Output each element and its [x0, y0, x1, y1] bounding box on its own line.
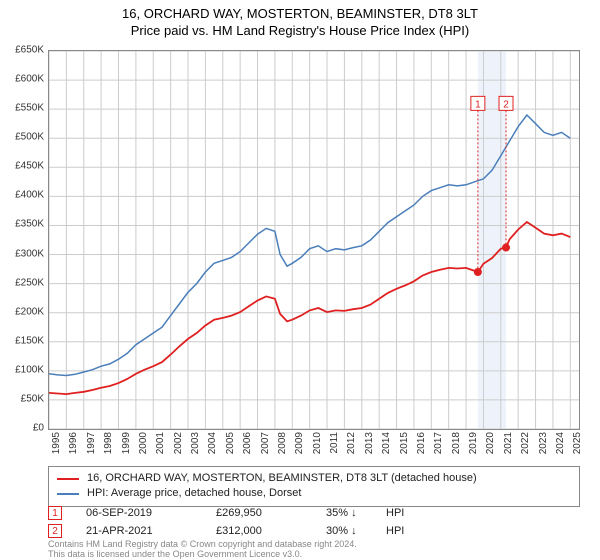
x-tick-label: 2011: [329, 432, 340, 454]
x-tick-label: 1995: [51, 432, 62, 454]
x-tick-label: 2024: [555, 432, 566, 454]
y-tick-label: £400K: [4, 190, 44, 201]
sale-date-2: 21-APR-2021: [86, 525, 216, 537]
x-tick-label: 2020: [485, 432, 496, 454]
legend-label-property: 16, ORCHARD WAY, MOSTERTON, BEAMINSTER, …: [87, 471, 477, 486]
sale-pct-1: 35%: [326, 507, 348, 519]
y-tick-label: £350K: [4, 219, 44, 230]
footer-line2: This data is licensed under the Open Gov…: [48, 550, 357, 560]
sale-price-2: £312,000: [216, 525, 326, 537]
x-tick-label: 2009: [294, 432, 305, 454]
legend-label-hpi: HPI: Average price, detached house, Dors…: [87, 486, 301, 501]
y-tick-label: £150K: [4, 335, 44, 346]
x-tick-label: 2025: [572, 432, 583, 454]
x-tick-label: 2013: [364, 432, 375, 454]
x-tick-label: 2022: [520, 432, 531, 454]
legend-row-property: 16, ORCHARD WAY, MOSTERTON, BEAMINSTER, …: [57, 471, 571, 486]
x-tick-label: 2014: [381, 432, 392, 454]
svg-text:2: 2: [503, 99, 509, 110]
sale-arrow-1-icon: ↓: [351, 507, 357, 519]
x-tick-label: 2000: [138, 432, 149, 454]
sale-arrow-2-icon: ↓: [351, 525, 357, 537]
title-line1: 16, ORCHARD WAY, MOSTERTON, BEAMINSTER, …: [0, 6, 600, 23]
x-tick-label: 2004: [207, 432, 218, 454]
x-tick-label: 2023: [538, 432, 549, 454]
x-tick-label: 2001: [155, 432, 166, 454]
x-tick-label: 2006: [242, 432, 253, 454]
sale-price-1: £269,950: [216, 507, 326, 519]
x-tick-label: 1999: [121, 432, 132, 454]
x-tick-label: 2002: [173, 432, 184, 454]
x-tick-label: 2017: [433, 432, 444, 454]
footer-note: Contains HM Land Registry data © Crown c…: [48, 540, 357, 560]
y-tick-label: £100K: [4, 364, 44, 375]
title-block: 16, ORCHARD WAY, MOSTERTON, BEAMINSTER, …: [0, 0, 600, 40]
y-tick-label: £500K: [4, 132, 44, 143]
y-tick-label: £300K: [4, 248, 44, 259]
sale-marker-1: 1: [48, 506, 62, 520]
chart-svg: 12: [49, 51, 579, 429]
x-tick-label: 2021: [503, 432, 514, 454]
legend-swatch-hpi: [57, 493, 79, 495]
legend-row-hpi: HPI: Average price, detached house, Dors…: [57, 486, 571, 501]
y-tick-label: £450K: [4, 161, 44, 172]
x-tick-label: 2016: [416, 432, 427, 454]
y-tick-label: £200K: [4, 306, 44, 317]
y-tick-label: £550K: [4, 103, 44, 114]
svg-text:1: 1: [475, 99, 481, 110]
title-line2: Price paid vs. HM Land Registry's House …: [0, 23, 600, 40]
sale-pct-2: 30%: [326, 525, 348, 537]
x-tick-label: 1996: [68, 432, 79, 454]
sales-table: 1 06-SEP-2019 £269,950 35% ↓ HPI 2 21-AP…: [48, 504, 446, 540]
x-tick-label: 2008: [277, 432, 288, 454]
y-tick-label: £50K: [4, 393, 44, 404]
sale-marker-2: 2: [48, 524, 62, 538]
sale-hpi-2: HPI: [386, 525, 446, 537]
x-tick-label: 2005: [225, 432, 236, 454]
legend-swatch-property: [57, 478, 79, 480]
sale-hpi-1: HPI: [386, 507, 446, 519]
x-tick-label: 1998: [103, 432, 114, 454]
chart-plot-area: 12: [48, 50, 580, 430]
x-tick-label: 2003: [190, 432, 201, 454]
x-tick-label: 2012: [346, 432, 357, 454]
sales-row-1: 1 06-SEP-2019 £269,950 35% ↓ HPI: [48, 504, 446, 522]
x-tick-label: 2015: [399, 432, 410, 454]
x-tick-label: 2019: [468, 432, 479, 454]
y-tick-label: £0: [4, 423, 44, 434]
legend: 16, ORCHARD WAY, MOSTERTON, BEAMINSTER, …: [48, 466, 580, 507]
x-tick-label: 2010: [312, 432, 323, 454]
y-tick-label: £650K: [4, 45, 44, 56]
y-tick-label: £600K: [4, 74, 44, 85]
x-tick-label: 2018: [451, 432, 462, 454]
x-tick-label: 2007: [260, 432, 271, 454]
y-tick-label: £250K: [4, 277, 44, 288]
chart-container: 16, ORCHARD WAY, MOSTERTON, BEAMINSTER, …: [0, 0, 600, 560]
sale-date-1: 06-SEP-2019: [86, 507, 216, 519]
sales-row-2: 2 21-APR-2021 £312,000 30% ↓ HPI: [48, 522, 446, 540]
x-tick-label: 1997: [86, 432, 97, 454]
